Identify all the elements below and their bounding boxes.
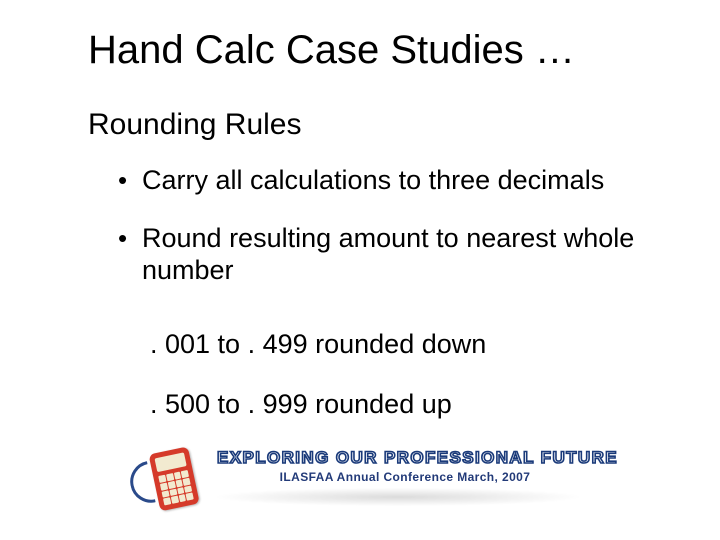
banner: EXPLORING OUR PROFESSIONAL FUTURE ILASFA…: [217, 448, 583, 484]
bullet-list: Carry all calculations to three decimals…: [118, 165, 638, 313]
banner-main-text: EXPLORING OUR PROFESSIONAL FUTURE: [217, 448, 583, 468]
banner-shadow: [217, 488, 579, 506]
slide-subtitle: Rounding Rules: [88, 108, 301, 142]
banner-sub-text: ILASFAA Annual Conference March, 2007: [217, 470, 583, 484]
sub-bullet-item: . 500 to . 999 rounded up: [150, 388, 486, 420]
sub-bullet-list: . 001 to . 499 rounded down . 500 to . 9…: [150, 328, 486, 449]
slide: Hand Calc Case Studies … Rounding Rules …: [0, 0, 720, 540]
sub-bullet-item: . 001 to . 499 rounded down: [150, 328, 486, 360]
bullet-item: Carry all calculations to three decimals: [118, 165, 638, 197]
footer-logo: EXPLORING OUR PROFESSIONAL FUTURE ILASFA…: [137, 442, 583, 522]
slide-title: Hand Calc Case Studies …: [88, 28, 575, 73]
calculator-icon: [130, 437, 219, 529]
bullet-item: Round resulting amount to nearest whole …: [118, 223, 638, 287]
